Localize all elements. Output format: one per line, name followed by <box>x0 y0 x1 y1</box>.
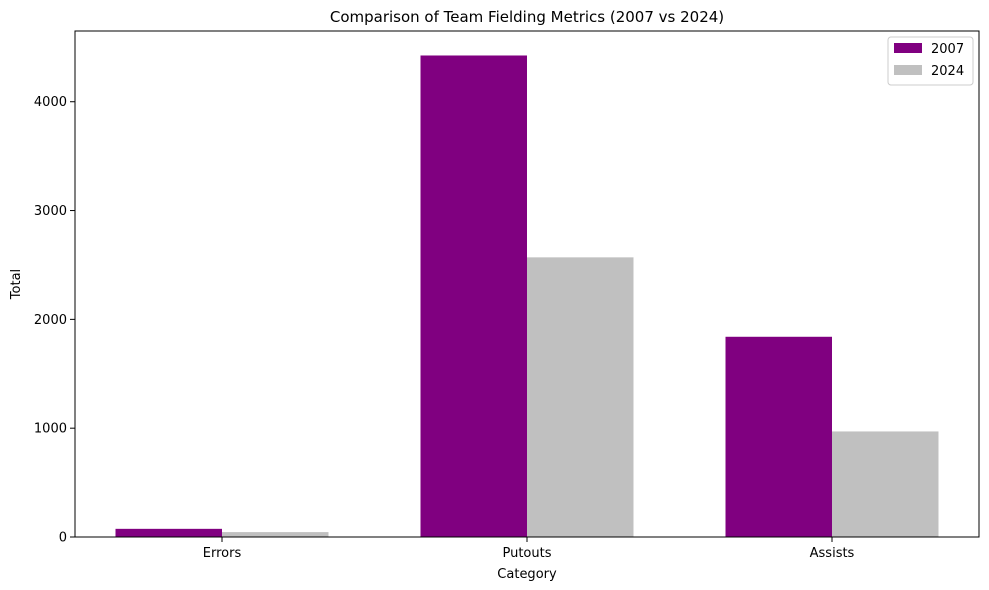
bar-2007-putouts <box>420 55 527 537</box>
legend-swatch-2024 <box>894 65 922 75</box>
y-tick-label: 3000 <box>34 204 67 219</box>
legend: 2007 2024 <box>887 36 974 86</box>
chart-title: Comparison of Team Fielding Metrics (200… <box>330 8 724 26</box>
y-tick-label: 4000 <box>34 95 67 110</box>
x-tick-label: Assists <box>810 546 855 561</box>
x-axis: Errors Putouts Assists <box>203 537 855 561</box>
bar-2024-errors <box>222 532 329 537</box>
bars-group <box>115 55 939 537</box>
y-axis: 0 1000 2000 3000 4000 <box>34 95 75 546</box>
bar-2007-assists <box>725 336 832 537</box>
legend-label-2007: 2007 <box>931 42 964 57</box>
y-tick-label: 2000 <box>34 313 67 328</box>
plot-frame <box>74 30 980 538</box>
x-axis-label: Category <box>497 567 557 582</box>
y-axis-label: Total <box>9 269 24 300</box>
y-tick-label: 1000 <box>34 422 67 437</box>
bar-2007-errors <box>115 528 222 537</box>
bar-2024-putouts <box>527 257 634 537</box>
x-tick-label: Errors <box>203 546 242 561</box>
bar-2024-assists <box>832 431 939 537</box>
legend-swatch-2007 <box>894 43 922 53</box>
legend-label-2024: 2024 <box>931 64 964 79</box>
x-tick-label: Putouts <box>502 546 551 561</box>
y-tick-label: 0 <box>59 531 67 546</box>
